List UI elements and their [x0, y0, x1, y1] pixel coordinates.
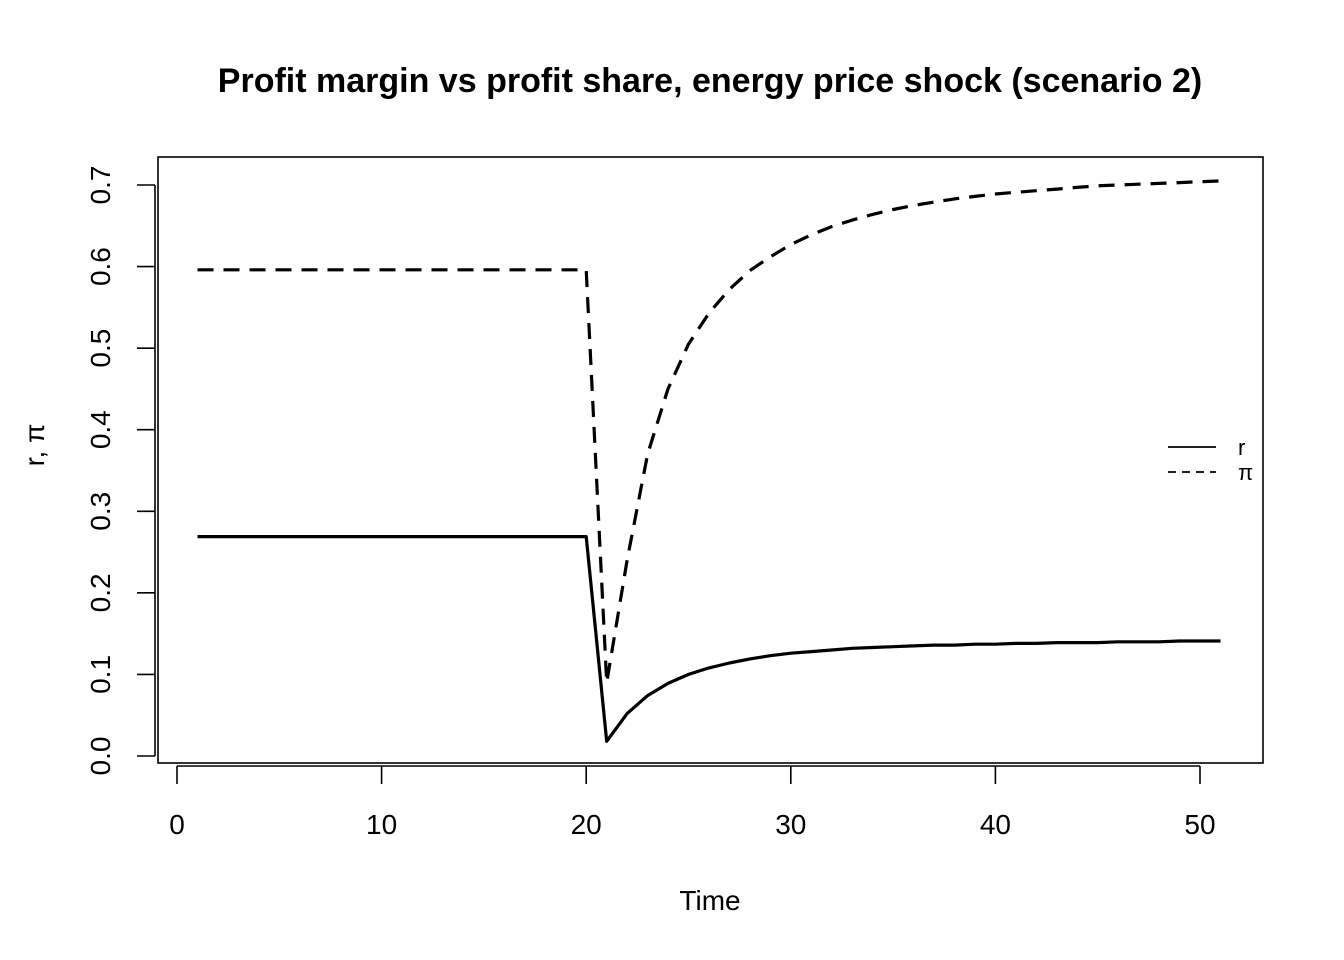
y-axis-label: r, π	[19, 424, 50, 467]
x-tick-label: 40	[980, 809, 1011, 840]
legend-label: π	[1238, 460, 1253, 485]
x-axis: 0 10 20 30 40 50	[169, 765, 1216, 840]
y-tick-label: 0.4	[85, 410, 116, 449]
y-tick-label: 0.7	[85, 166, 116, 205]
y-tick-label: 0.5	[85, 329, 116, 368]
chart-title: Profit margin vs profit share, energy pr…	[218, 62, 1202, 100]
y-axis: 0.0 0.1 0.2 0.3 0.4 0.5 0.6 0.7	[85, 166, 156, 776]
series-layer	[197, 179, 1221, 743]
series-line-r	[197, 534, 1221, 743]
x-tick-label: 10	[366, 809, 397, 840]
legend: rπ	[1168, 435, 1253, 485]
x-tick-label: 20	[571, 809, 602, 840]
x-tick-label: 50	[1184, 809, 1215, 840]
x-tick-label: 30	[775, 809, 806, 840]
y-tick-label: 0.2	[85, 573, 116, 612]
legend-label: r	[1238, 435, 1245, 460]
x-axis-label: Time	[679, 885, 740, 916]
y-tick-label: 0.6	[85, 247, 116, 286]
y-tick-label: 0.3	[85, 492, 116, 531]
y-tick-label: 0.1	[85, 655, 116, 694]
x-tick-label: 0	[169, 809, 185, 840]
y-tick-label: 0.0	[85, 737, 116, 776]
series-line-pi	[197, 179, 1221, 685]
plot-frame	[157, 156, 1264, 764]
